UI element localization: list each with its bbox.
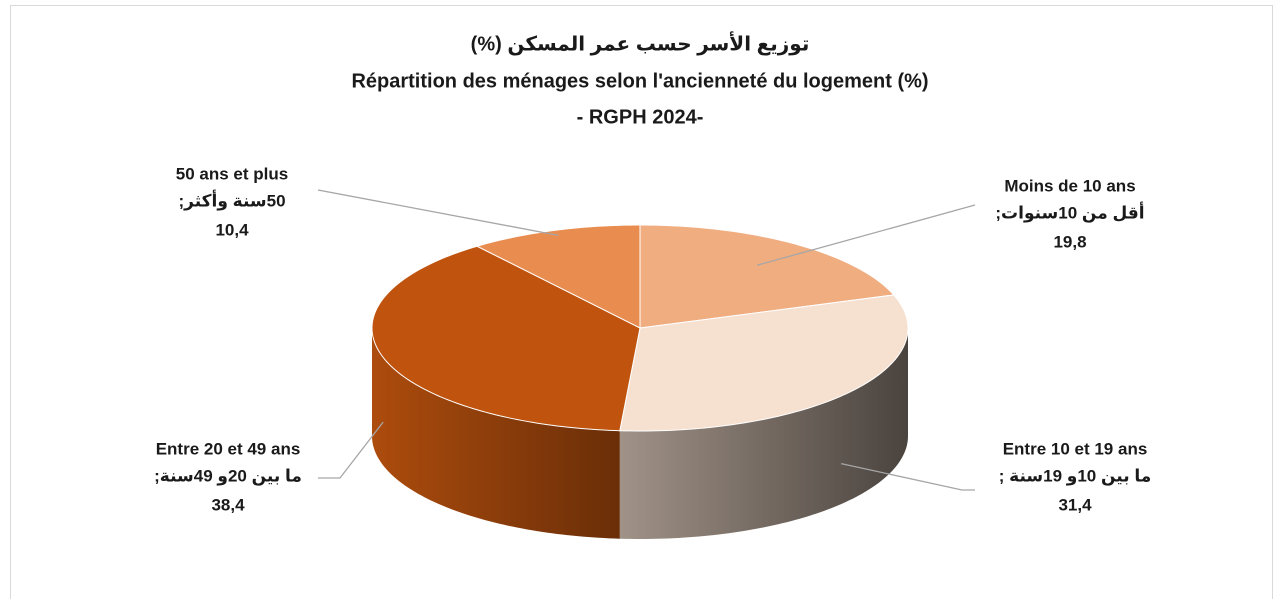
data-label-category-ar: أقل من 10سنوات; (995, 201, 1144, 223)
data-label-value: 31,4 (1058, 495, 1092, 514)
leader-line (318, 421, 384, 479)
slice (371, 245, 641, 432)
slice (639, 224, 895, 329)
pie-tops (371, 224, 909, 432)
chart-subtitle: - RGPH 2024- (577, 106, 704, 128)
leader-line (756, 204, 976, 266)
slice (475, 224, 641, 329)
data-label-category-ar: ما بين 20و 49سنة; (154, 466, 302, 486)
data-label-category-ar: ما بين 10و 19سنة ; (999, 466, 1151, 486)
pie-sides (372, 328, 908, 539)
chart-title-ar: توزيع الأسر حسب عمر المسكن (%) (471, 30, 810, 55)
data-label-category: Entre 10 et 19 ans (1003, 439, 1148, 458)
data-label-value: 38,4 (211, 495, 245, 514)
leader-line (317, 189, 559, 236)
slice-side (372, 328, 620, 539)
slice-side (619, 328, 908, 539)
data-label-category: Moins de 10 ans (1004, 176, 1135, 195)
data-label-value: 19,8 (1053, 232, 1086, 251)
pie-labels: Moins de 10 ans أقل من 10سنوات; 19,8 Entre … (154, 164, 1151, 514)
chart-title: Répartition des ménages selon l'ancienne… (351, 70, 928, 92)
leader-line (841, 462, 975, 491)
data-label-category: Entre 20 et 49 ans (156, 439, 301, 458)
data-label-category: 50 ans et plus (176, 164, 288, 183)
slice (619, 294, 909, 432)
data-label-category-ar: 50سنة وأكثر; (178, 189, 285, 211)
data-label-value: 10,4 (215, 220, 249, 239)
